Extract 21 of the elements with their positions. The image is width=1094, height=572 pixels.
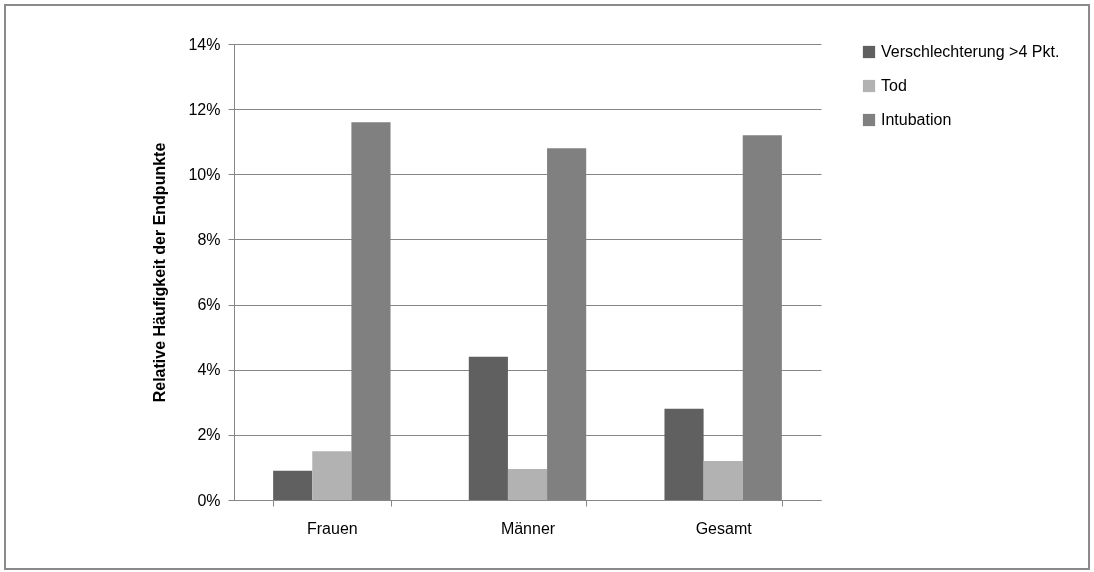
y-tick-label: 10%	[188, 165, 221, 183]
bar	[468, 356, 508, 500]
x-tick-label: Gesamt	[695, 519, 753, 537]
x-tick-label: Frauen	[306, 519, 358, 537]
bar	[273, 470, 313, 500]
bar	[312, 451, 352, 500]
y-tick-label: 2%	[197, 426, 221, 444]
y-tick-label: 12%	[188, 100, 221, 118]
y-tick-label: 4%	[197, 361, 221, 379]
y-tick-label: 14%	[188, 35, 221, 53]
legend-label: Verschlechterung >4 Pkt.	[881, 43, 1060, 60]
x-tick-label: Männer	[500, 519, 556, 537]
y-tick-label: 8%	[197, 230, 221, 248]
bar	[664, 408, 704, 500]
bar	[507, 469, 548, 500]
legend-label: Tod	[881, 77, 907, 94]
legend-label: Intubation	[881, 111, 952, 128]
bar	[703, 460, 743, 500]
y-axis-title: Relative Häufigkeit der Endpunkte	[151, 142, 169, 403]
y-tick-label: 6%	[197, 296, 221, 314]
y-tick-label: 0%	[197, 491, 221, 509]
